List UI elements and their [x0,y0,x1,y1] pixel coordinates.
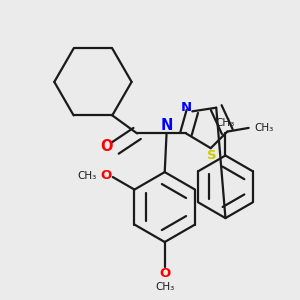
Text: CH₃: CH₃ [155,283,174,292]
Text: CH₃: CH₃ [254,123,273,133]
Text: O: O [159,267,170,280]
Text: O: O [101,139,113,154]
Text: N: N [181,101,192,114]
Text: S: S [207,149,216,162]
Text: O: O [100,169,112,182]
Text: CH₃: CH₃ [216,118,235,128]
Text: CH₃: CH₃ [77,171,96,181]
Text: N: N [160,118,173,133]
